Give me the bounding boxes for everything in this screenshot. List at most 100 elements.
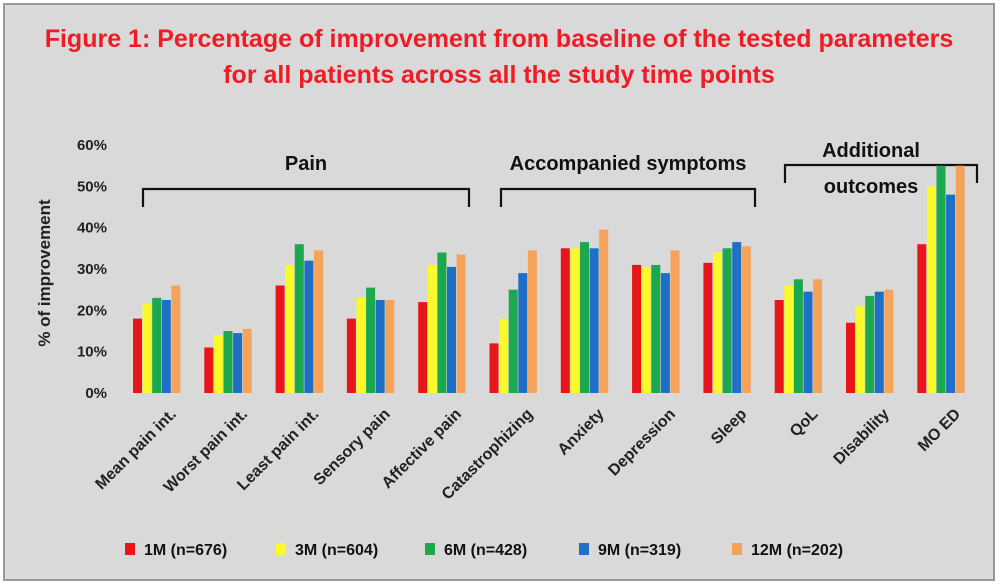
bar	[427, 264, 437, 393]
y-tick-label: 60%	[77, 137, 107, 154]
group-label: outcomes	[824, 176, 918, 198]
legend-swatch	[425, 543, 435, 555]
bar	[732, 242, 742, 393]
legend-swatch	[276, 543, 286, 555]
bar	[874, 291, 884, 393]
bar	[641, 266, 651, 393]
bar	[722, 248, 732, 393]
y-tick-label: 50%	[77, 178, 107, 195]
bar	[784, 285, 794, 393]
bar	[793, 279, 803, 393]
bar	[294, 244, 304, 393]
bar	[508, 289, 518, 393]
bar	[366, 287, 376, 393]
category-label: MO ED	[915, 406, 964, 455]
bar	[204, 347, 214, 393]
bar	[651, 264, 661, 393]
bar	[171, 285, 181, 393]
y-axis-ticks: 0% 10% 20% 30% 40% 50% 60%	[77, 137, 107, 402]
chart-canvas: Figure 1: Percentage of improvement from…	[35, 25, 979, 559]
bar	[346, 318, 356, 393]
y-tick-label: 30%	[77, 261, 107, 278]
bar	[152, 297, 162, 393]
legend-label: 12M (n=202)	[751, 542, 843, 559]
bar	[142, 304, 152, 393]
bar	[632, 264, 642, 393]
bar	[774, 300, 784, 393]
category-label: QoL	[787, 406, 822, 441]
group-label: Additional	[822, 140, 920, 162]
bar	[741, 246, 751, 393]
legend-swatch	[732, 543, 742, 555]
group-bracket	[783, 163, 979, 183]
bar	[599, 229, 609, 393]
bar	[437, 252, 447, 393]
bar	[917, 244, 927, 393]
y-tick-label: 20%	[77, 302, 107, 319]
legend-swatch	[579, 543, 589, 555]
bar	[570, 248, 580, 393]
bar	[133, 318, 142, 393]
legend: 1M (n=676) 3M (n=604) 6M (n=428) 9M (n=319)…	[125, 542, 843, 559]
bar	[314, 250, 323, 393]
category-label: Depression	[605, 406, 679, 480]
group-bracket	[499, 187, 757, 207]
group-label: Accompanied symptoms	[510, 153, 747, 175]
bar	[418, 302, 428, 393]
bar	[589, 248, 599, 393]
bar	[233, 333, 243, 393]
category-label: Sleep	[708, 406, 750, 448]
category-label: Anxiety	[555, 406, 608, 459]
bar	[846, 322, 855, 393]
bar	[813, 279, 823, 393]
bar	[926, 186, 936, 393]
bar	[855, 306, 865, 393]
bar	[447, 266, 456, 393]
legend-label: 9M (n=319)	[598, 542, 681, 559]
chart-title-line-1: Figure 1: Percentage of improvement from…	[45, 25, 954, 53]
bar	[560, 248, 570, 393]
bar	[285, 264, 295, 393]
bar	[865, 295, 875, 393]
bar	[304, 260, 314, 393]
bar	[884, 289, 894, 393]
category-label: Disability	[831, 406, 893, 468]
bar	[385, 300, 395, 393]
chart-title-line-2: for all patients across all the study ti…	[223, 61, 775, 89]
bar	[161, 300, 171, 393]
bar	[499, 318, 509, 393]
bar	[213, 335, 223, 393]
y-axis-label: % of improvement	[35, 199, 54, 347]
chart-frame: Figure 1: Percentage of improvement from…	[3, 3, 995, 581]
bar	[946, 194, 956, 393]
legend-swatch	[125, 543, 135, 555]
bar	[356, 297, 366, 393]
legend-label: 1M (n=676)	[144, 542, 227, 559]
bar	[518, 273, 528, 393]
bar	[713, 252, 722, 393]
bar	[580, 242, 589, 393]
bar	[660, 273, 670, 393]
group-label: Pain	[285, 153, 327, 175]
bar	[242, 328, 252, 393]
bar-area	[133, 165, 965, 393]
group-bracket	[141, 187, 471, 207]
group-brackets: Pain Accompanied symptoms Additional outcom…	[141, 140, 979, 207]
bar	[936, 165, 946, 393]
bar	[489, 343, 499, 393]
legend-label: 6M (n=428)	[444, 542, 527, 559]
bar	[670, 250, 680, 393]
bar	[456, 254, 466, 393]
category-labels: Mean pain int.Worst pain int.Least pain …	[92, 406, 964, 504]
bar	[223, 331, 233, 393]
bar	[803, 291, 813, 393]
bar	[275, 285, 285, 393]
bar	[703, 262, 713, 393]
legend-label: 3M (n=604)	[295, 542, 378, 559]
bar	[955, 165, 965, 393]
y-tick-label: 0%	[85, 385, 107, 402]
y-tick-label: 40%	[77, 220, 107, 237]
bar	[527, 250, 537, 393]
bar	[375, 300, 385, 393]
y-tick-label: 10%	[77, 344, 107, 361]
